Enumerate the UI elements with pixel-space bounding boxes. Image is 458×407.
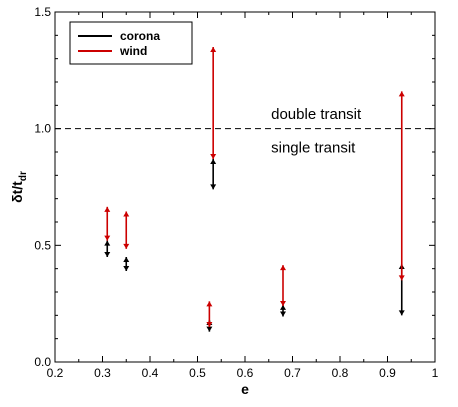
x-tick-label: 0.3 [94,366,111,380]
corona-arrow-low-0 [104,252,111,257]
x-tick-label: 0.6 [237,366,254,380]
y-tick-label: 1.0 [34,122,51,136]
wind-arrow-low-0 [104,235,111,241]
y-axis-title-main: δt/t [9,181,25,203]
wind-arrow-low-5 [398,275,405,281]
wind-arrow-low-1 [123,243,130,249]
corona-arrow-low-4 [280,311,286,317]
legend-label-corona: corona [120,29,160,43]
chart-marks [55,47,435,332]
x-tick-label: 0.2 [47,366,64,380]
legend-box [69,21,193,65]
x-tick-label: 0.7 [284,366,301,380]
y-tick-label: 1.5 [34,5,51,19]
wind-arrow-high-1 [123,211,130,217]
wind-arrow-high-4 [280,265,286,271]
wind-arrow-high-5 [398,91,405,97]
x-axis-title: e [241,381,249,397]
corona-arrow-low-3 [210,184,217,190]
wind-arrow-low-3 [210,154,217,159]
y-tick-label: 0.5 [34,238,51,252]
tick-marks [54,11,436,363]
corona-arrow-high-0 [104,240,111,246]
x-tick-label: 0.4 [142,366,159,380]
corona-arrow-high-4 [280,304,286,310]
legend: corona wind [69,21,193,65]
wind-arrow-high-3 [210,47,217,52]
wind-arrow-high-0 [104,206,111,212]
y-axis-title: δt/tdr [9,171,29,203]
x-tick-label: 0.8 [332,366,349,380]
y-tick-label: 0.0 [34,355,51,369]
corona-arrow-low-2 [206,326,213,332]
corona-arrow-high-3 [210,159,217,164]
corona-arrow-high-1 [123,257,130,262]
annotation-double-transit: double transit [271,106,362,123]
corona-arrow-low-5 [398,310,405,316]
tick-labels: 0.2 0.3 0.4 0.5 0.6 0.7 0.8 0.9 1 0.0 0.5 1.0 1.5 [34,5,438,380]
x-tick-label: 1 [432,366,439,380]
legend-label-wind: wind [119,44,147,58]
wind-arrow-low-4 [280,301,286,306]
x-tick-label: 0.9 [379,366,396,380]
wind-arrow-high-2 [206,301,213,307]
y-axis-title-subscript: dr [18,171,29,181]
annotation-single-transit: single transit [271,139,356,156]
wind-arrow-low-2 [206,322,213,327]
corona-arrow-low-1 [123,266,130,271]
x-tick-label: 0.5 [189,366,206,380]
